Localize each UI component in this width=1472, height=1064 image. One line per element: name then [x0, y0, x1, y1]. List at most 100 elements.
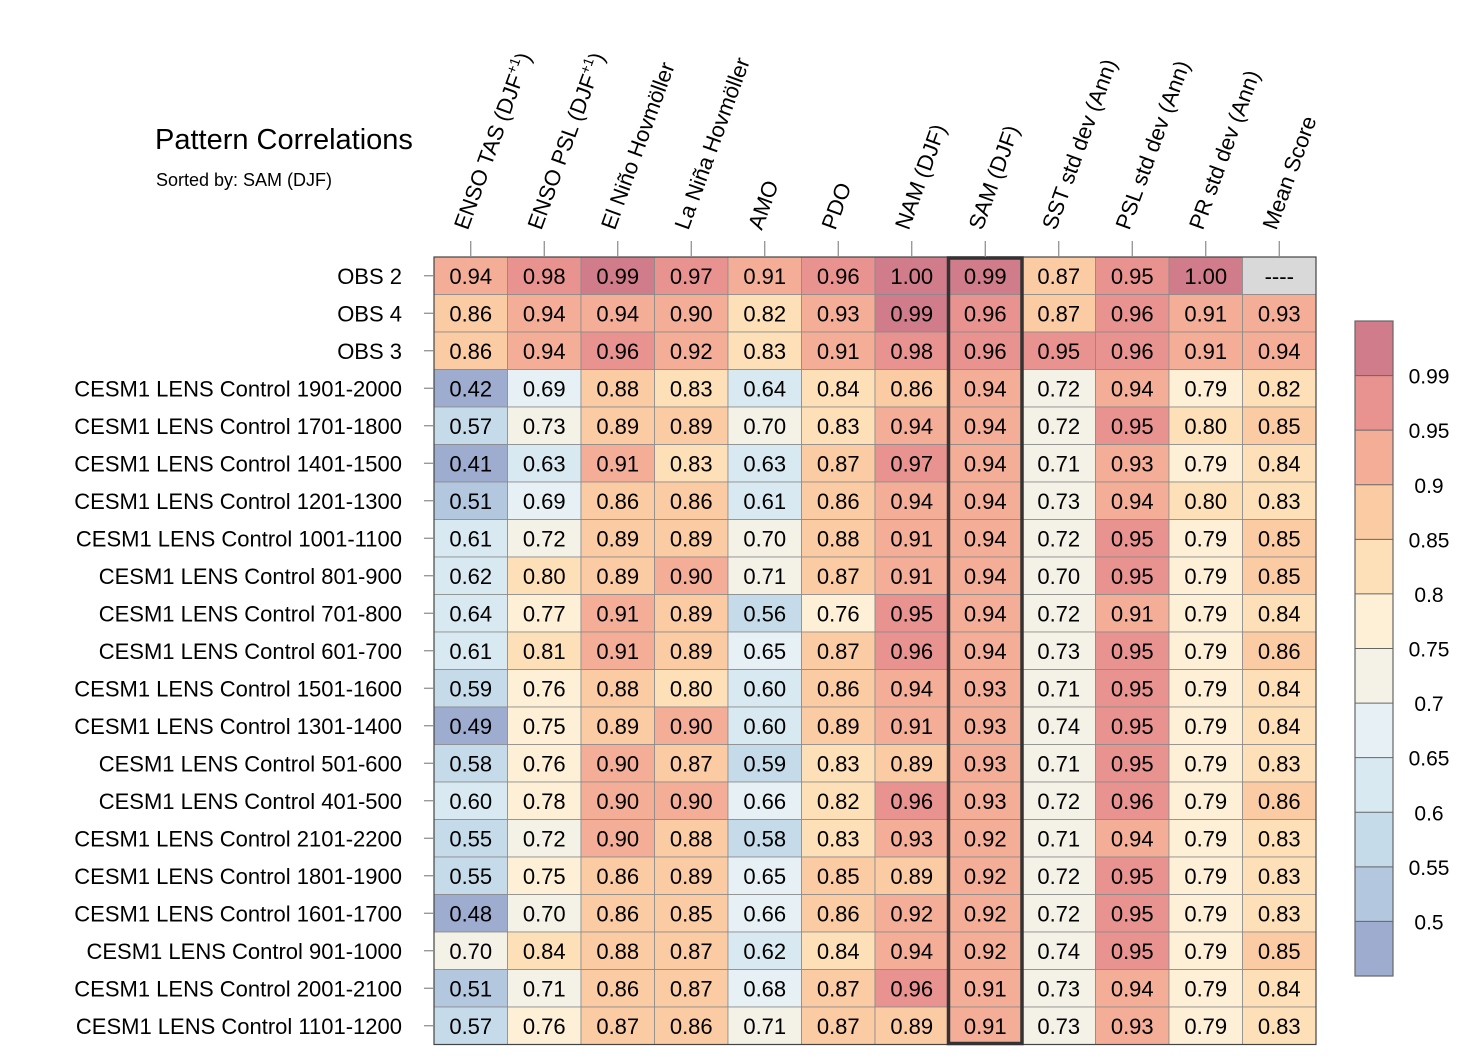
cell-value: 0.76: [523, 1014, 566, 1039]
cell-value: 0.91: [1111, 601, 1154, 626]
colorbar-label: 0.75: [1409, 639, 1450, 662]
heatmap-cell: [1168, 256, 1243, 295]
heatmap-cell: [433, 931, 508, 970]
cell-value: 0.83: [670, 376, 713, 401]
heatmap-cell: [1021, 631, 1096, 670]
cell-value: 0.72: [1037, 526, 1080, 551]
heatmap-cell: [727, 519, 802, 558]
heatmap-cell: [507, 856, 582, 895]
cell-value: 0.42: [449, 376, 492, 401]
heatmap-cell: [654, 894, 729, 933]
cell-value: 0.86: [596, 864, 639, 889]
cell-value: 0.79: [1184, 1014, 1227, 1039]
cell-value: 0.97: [890, 451, 933, 476]
cell-value: 0.83: [817, 414, 860, 439]
cell-value: 0.96: [964, 301, 1007, 326]
heatmap-cell: [801, 294, 876, 333]
heatmap-cell: [801, 556, 876, 595]
cell-value: 0.83: [1258, 826, 1301, 851]
cell-value: 0.93: [890, 826, 933, 851]
heatmap-cell: [1021, 519, 1096, 558]
row-label: CESM1 LENS Control 1001-1100: [76, 526, 402, 551]
cell-value: 0.95: [1111, 264, 1154, 289]
cell-value: 0.94: [1111, 376, 1154, 401]
cell-value: 0.92: [964, 901, 1007, 926]
cell-value: 0.94: [890, 939, 933, 964]
row-label: CESM1 LENS Control 501-600: [99, 751, 402, 776]
cell-value: 0.59: [449, 676, 492, 701]
cell-value: 0.71: [1037, 751, 1080, 776]
cell-value: 0.94: [964, 639, 1007, 664]
cell-value: 0.86: [890, 376, 933, 401]
cell-value: 0.95: [1111, 864, 1154, 889]
heatmap-cell: [507, 1006, 582, 1045]
cell-value: 0.75: [523, 714, 566, 739]
cell-value: 0.96: [817, 264, 860, 289]
heatmap-cell: [727, 819, 802, 858]
cell-value: 0.88: [817, 526, 860, 551]
heatmap-cell: [433, 481, 508, 520]
heatmap-cell: [948, 294, 1023, 333]
cell-value: 0.96: [1111, 789, 1154, 814]
cell-value: 0.86: [449, 339, 492, 364]
cell-value: 0.61: [449, 639, 492, 664]
cell-value: 0.95: [1111, 639, 1154, 664]
colorbar-label: 0.55: [1409, 857, 1450, 880]
cell-value: 0.69: [523, 376, 566, 401]
cell-value: 0.72: [1037, 376, 1080, 401]
column-label: La Niña Hovmöller: [669, 54, 754, 233]
heatmap-cell: [654, 519, 729, 558]
heatmap-cell: [874, 819, 949, 858]
cell-value: 0.83: [670, 451, 713, 476]
heatmap-cell: [948, 594, 1023, 633]
heatmap-cell: [1242, 631, 1317, 670]
heatmap-cell: [1242, 519, 1317, 558]
cell-value: 0.86: [596, 976, 639, 1001]
heatmap-cell: [507, 594, 582, 633]
cell-value: 0.94: [890, 414, 933, 439]
cell-value: 0.91: [890, 564, 933, 589]
heatmap-cell: [874, 331, 949, 370]
heatmap-cell: [1168, 969, 1243, 1008]
heatmap-cell: [727, 556, 802, 595]
cell-value: 0.58: [449, 751, 492, 776]
cell-value: 0.80: [1184, 489, 1227, 514]
cell-value: 0.82: [1258, 376, 1301, 401]
cell-value: 0.61: [743, 489, 786, 514]
cell-value: 0.85: [817, 864, 860, 889]
cell-value: 0.73: [1037, 639, 1080, 664]
cell-value: 0.62: [743, 939, 786, 964]
cell-value: 0.94: [964, 601, 1007, 626]
cell-value: 0.87: [596, 1014, 639, 1039]
cell-value: 0.94: [890, 676, 933, 701]
heatmap-cell: [874, 481, 949, 520]
heatmap-cell: [1021, 669, 1096, 708]
heatmap-cell: [1095, 594, 1170, 633]
cell-value: 0.85: [1258, 526, 1301, 551]
heatmap-cell: [580, 406, 655, 445]
column-label: AMO: [743, 177, 784, 233]
cell-value: 0.71: [523, 976, 566, 1001]
cell-value: 0.81: [523, 639, 566, 664]
cell-value: 0.55: [449, 864, 492, 889]
chart-subtitle: Sorted by: SAM (DJF): [156, 170, 333, 190]
cell-value: 0.94: [1111, 489, 1154, 514]
cell-value: 0.90: [670, 301, 713, 326]
cell-value: 0.49: [449, 714, 492, 739]
heatmap-cell: [1095, 406, 1170, 445]
cell-value: 0.94: [449, 264, 492, 289]
cell-value: 0.51: [449, 489, 492, 514]
heatmap-cell: [1168, 556, 1243, 595]
column-label: PR std dev (Ann): [1184, 67, 1265, 233]
heatmap-cell: [580, 369, 655, 408]
cell-value: 0.89: [670, 601, 713, 626]
heatmap-cell: [1168, 894, 1243, 933]
cell-value: 0.70: [743, 526, 786, 551]
heatmap-cell: [580, 556, 655, 595]
heatmap-cell: [1242, 444, 1317, 483]
heatmap-cell: [948, 969, 1023, 1008]
cell-value: 0.89: [596, 564, 639, 589]
cell-value: 0.80: [523, 564, 566, 589]
cell-value: 0.75: [523, 864, 566, 889]
cell-value: 0.84: [1258, 451, 1301, 476]
